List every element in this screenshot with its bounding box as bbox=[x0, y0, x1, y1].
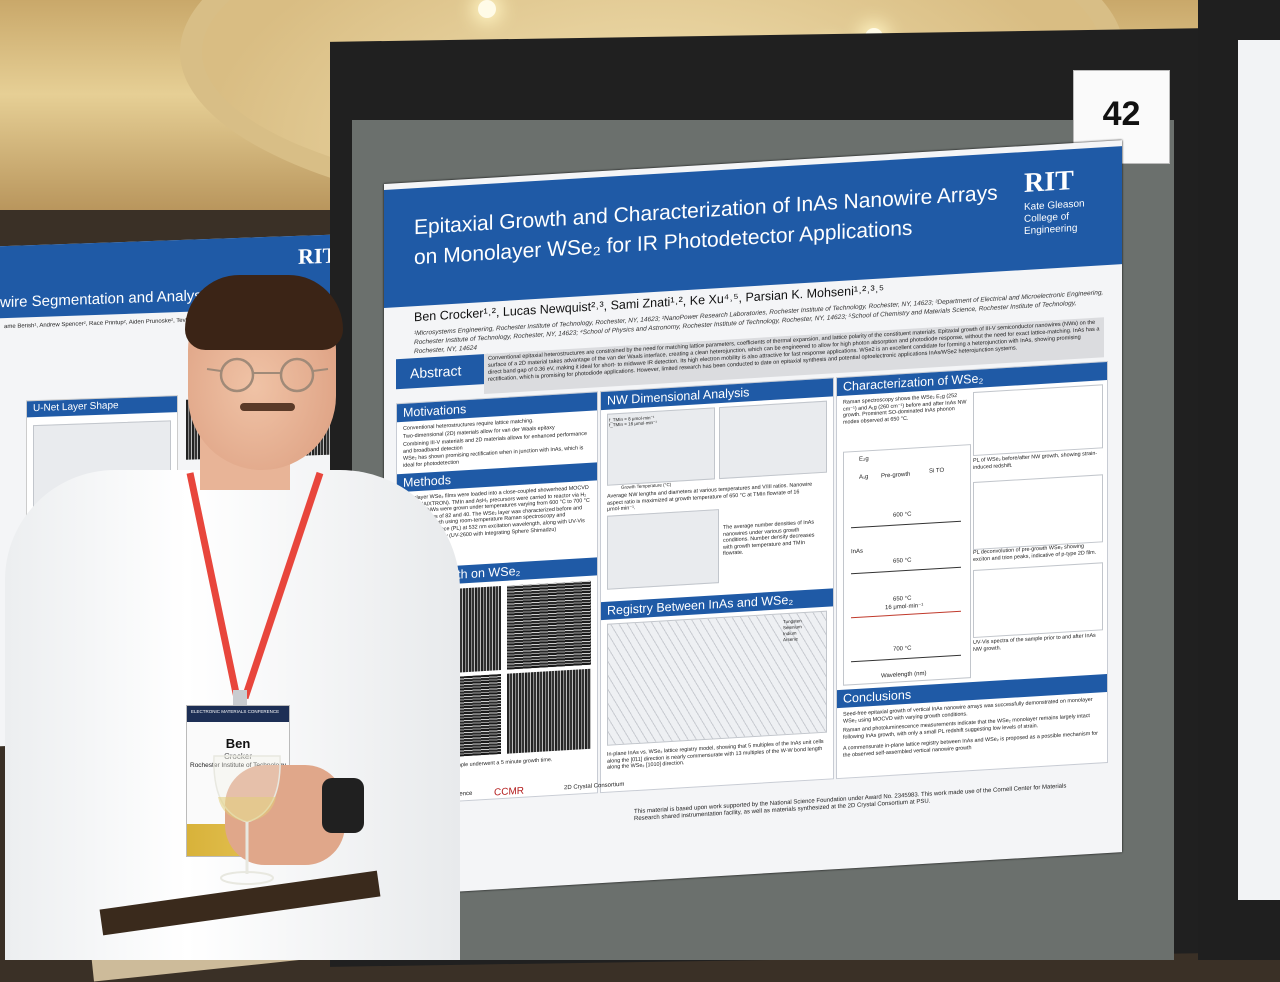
abstract-label: Abstract bbox=[410, 362, 462, 382]
hair bbox=[185, 275, 343, 350]
wine-glass bbox=[213, 755, 281, 885]
eyeglasses bbox=[206, 357, 329, 393]
abstract-label-box: Abstract bbox=[396, 353, 488, 390]
raman-text: Raman spectroscopy shows the WSe₂ E₂g (2… bbox=[843, 392, 967, 426]
sem-image bbox=[507, 668, 591, 754]
acknowledgment-text: This material is based upon work support… bbox=[634, 783, 1067, 822]
left-poster-section-heading: U-Net Layer Shape bbox=[27, 396, 177, 418]
nw-density-caption: The average number densities of InAs nan… bbox=[723, 519, 815, 558]
smartwatch bbox=[322, 778, 364, 833]
nw-growth-caption: Each sample underwent a 5 minute growth … bbox=[437, 756, 553, 770]
rit-logo: RIT Kate Gleason College of Engineering bbox=[1024, 163, 1114, 248]
uvvis-plot bbox=[973, 562, 1103, 639]
rit-logo-mark: RIT bbox=[1024, 165, 1074, 199]
mustache bbox=[240, 403, 295, 411]
nw-density-plot bbox=[607, 509, 719, 590]
badge-conference-name: ELECTRONIC MATERIALS CONFERENCE bbox=[191, 709, 280, 714]
rit-logo-college: Kate Gleason College of Engineering bbox=[1024, 198, 1085, 237]
booth-number: 42 bbox=[1102, 95, 1141, 133]
pl-spectra-plot bbox=[973, 384, 1103, 457]
poster-column-right: Characterization of WSe₂ Raman spectrosc… bbox=[836, 360, 1108, 780]
badge-header: ELECTRONIC MATERIALS CONFERENCE bbox=[187, 706, 289, 722]
right-poster bbox=[1238, 40, 1280, 900]
research-poster: Epitaxial Growth and Characterization of… bbox=[384, 140, 1122, 896]
nw-diameter-plot bbox=[719, 400, 827, 480]
badge-affiliation: Rochester Institute of Technology bbox=[190, 762, 286, 769]
pl-deconvolution-plot bbox=[973, 474, 1103, 551]
sem-image bbox=[507, 580, 591, 670]
ceiling-light bbox=[478, 0, 496, 18]
red-lanyard bbox=[186, 471, 324, 716]
badge-first-name: Ben bbox=[225, 736, 251, 751]
poster-column-middle: NW Dimensional Analysis f_TMIn = 8 μmol·… bbox=[600, 377, 834, 794]
